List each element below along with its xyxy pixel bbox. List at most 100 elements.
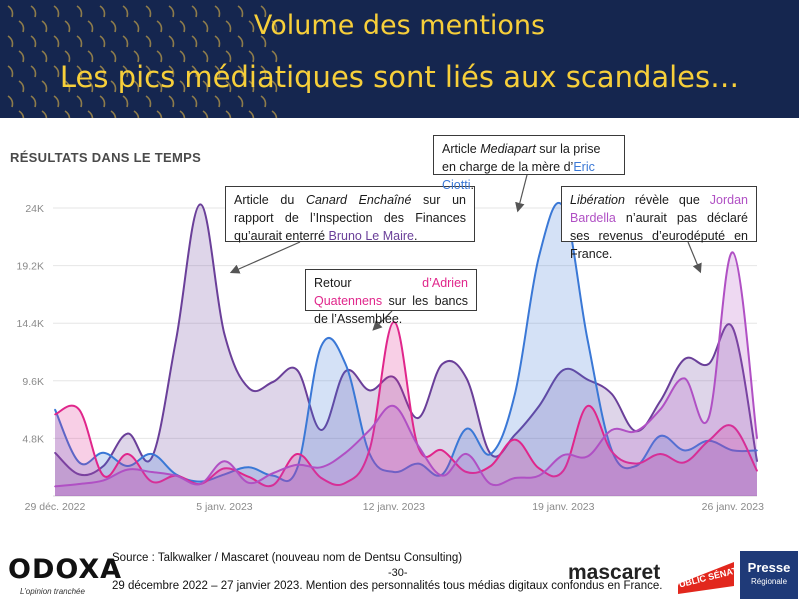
data-point-ciotti xyxy=(151,453,153,455)
data-point-bardella xyxy=(223,460,226,463)
data-point-ciotti xyxy=(272,474,274,477)
data-point-bardella xyxy=(732,251,734,254)
data-point-maire xyxy=(732,327,734,329)
data-point-ciotti xyxy=(393,471,395,473)
data-point-maire xyxy=(320,429,323,431)
data-point-quatennens xyxy=(635,462,637,465)
data-point-maire xyxy=(586,378,589,381)
data-point-ciotti xyxy=(223,473,226,476)
data-point-quatennens xyxy=(586,405,589,407)
data-point-ciotti xyxy=(78,461,80,464)
data-point-bardella xyxy=(586,455,589,458)
data-point-bardella xyxy=(344,452,347,454)
data-point-maire xyxy=(54,452,56,454)
callout-person: Bruno Le Maire xyxy=(328,229,414,243)
data-point-maire xyxy=(417,417,419,419)
x-tick-label: 26 janv. 2023 xyxy=(702,501,764,513)
data-point-maire xyxy=(296,369,298,371)
data-point-quatennens xyxy=(611,450,613,453)
data-point-quatennens xyxy=(78,408,80,411)
data-point-ciotti xyxy=(54,408,56,411)
callout-text: Canard Enchaîné xyxy=(305,193,412,207)
callout-text: révèle que xyxy=(624,193,710,207)
arrow-maire xyxy=(229,241,301,274)
data-point-maire xyxy=(223,333,226,335)
data-point-ciotti xyxy=(732,449,734,452)
data-point-bardella xyxy=(441,474,444,477)
data-point-quatennens xyxy=(393,321,395,323)
callout-person: Jordan Bardella xyxy=(570,193,748,225)
data-point-ciotti xyxy=(489,453,492,455)
data-point-maire xyxy=(562,369,565,371)
data-point-ciotti xyxy=(126,465,129,467)
page-title: Volume des mentions xyxy=(253,10,546,41)
gold-leaf-pattern-icon xyxy=(7,5,278,118)
data-point-quatennens xyxy=(151,480,153,483)
data-point-quatennens xyxy=(344,482,347,484)
data-point-bardella xyxy=(368,429,371,431)
data-point-ciotti xyxy=(756,449,758,452)
data-point-quatennens xyxy=(538,467,540,470)
chart-title: RÉSULTATS DANS LE TEMPS xyxy=(10,150,202,165)
data-point-maire xyxy=(272,381,274,383)
y-tick-label: 14.4K xyxy=(17,318,44,330)
mascaret-logo: mascaret xyxy=(568,561,661,584)
series-line-maire xyxy=(54,203,758,477)
data-point-ciotti xyxy=(247,466,250,469)
data-point-bardella xyxy=(102,479,105,482)
data-point-ciotti xyxy=(199,480,201,483)
data-point-bardella xyxy=(683,377,686,380)
data-point-maire xyxy=(514,434,516,436)
data-point-ciotti xyxy=(102,452,105,454)
data-point-ciotti xyxy=(296,467,298,470)
callout-text: Libération xyxy=(570,193,625,207)
data-point-maire xyxy=(393,376,395,378)
arrow-quatennens xyxy=(372,310,393,331)
data-point-ciotti xyxy=(635,465,637,467)
data-point-bardella xyxy=(635,430,637,433)
callout-quatennens: Retour d’Adrien Quatennens sur les bancs… xyxy=(305,269,477,326)
data-point-maire xyxy=(441,363,444,365)
data-point-ciotti xyxy=(417,462,419,465)
data-point-quatennens xyxy=(247,476,250,478)
data-point-quatennens xyxy=(368,448,371,451)
callout-text: sur les bancs de l’Assemblée. xyxy=(314,294,468,326)
data-point-maire xyxy=(465,377,468,380)
data-point-maire xyxy=(126,432,129,435)
data-point-bardella xyxy=(199,483,201,485)
data-point-maire xyxy=(756,460,758,463)
x-tick-label: 12 janv. 2023 xyxy=(363,501,425,513)
data-point-maire xyxy=(707,363,710,365)
callout-text: Article xyxy=(442,142,481,156)
data-point-quatennens xyxy=(441,449,444,452)
callout-text: n’aurait pas déclaré ses revenus d’eurod… xyxy=(570,211,748,261)
callout-text: Article du xyxy=(234,193,306,207)
data-point-quatennens xyxy=(489,465,492,467)
callout-text: sur la prise en charge de la mère d’ xyxy=(442,142,601,174)
callout-maire: Article du Canard Enchaîné sur un rappor… xyxy=(225,186,475,243)
data-point-bardella xyxy=(538,474,540,477)
data-point-ciotti xyxy=(514,393,516,395)
data-point-quatennens xyxy=(514,438,516,441)
y-tick-label: 4.8K xyxy=(22,433,44,445)
data-point-quatennens xyxy=(707,440,710,442)
data-point-maire xyxy=(175,339,177,341)
data-point-ciotti xyxy=(659,435,661,437)
data-point-bardella xyxy=(151,471,153,473)
data-point-bardella xyxy=(175,474,177,477)
data-point-maire xyxy=(199,203,201,206)
y-tick-label: 19.2K xyxy=(17,261,44,273)
data-point-bardella xyxy=(320,466,323,469)
data-point-bardella xyxy=(126,468,129,471)
data-point-maire xyxy=(247,387,250,389)
data-point-ciotti xyxy=(344,363,347,365)
presse-label: Presse xyxy=(747,560,791,575)
data-point-ciotti xyxy=(683,449,686,452)
data-point-bardella xyxy=(611,429,613,431)
callout-bardella: Libération révèle que Jordan Bardella n’… xyxy=(561,186,757,261)
data-point-quatennens xyxy=(320,477,323,479)
data-point-maire xyxy=(659,400,661,402)
data-point-maire xyxy=(102,465,105,467)
data-point-quatennens xyxy=(732,425,734,428)
page-number: -30- xyxy=(388,567,408,579)
